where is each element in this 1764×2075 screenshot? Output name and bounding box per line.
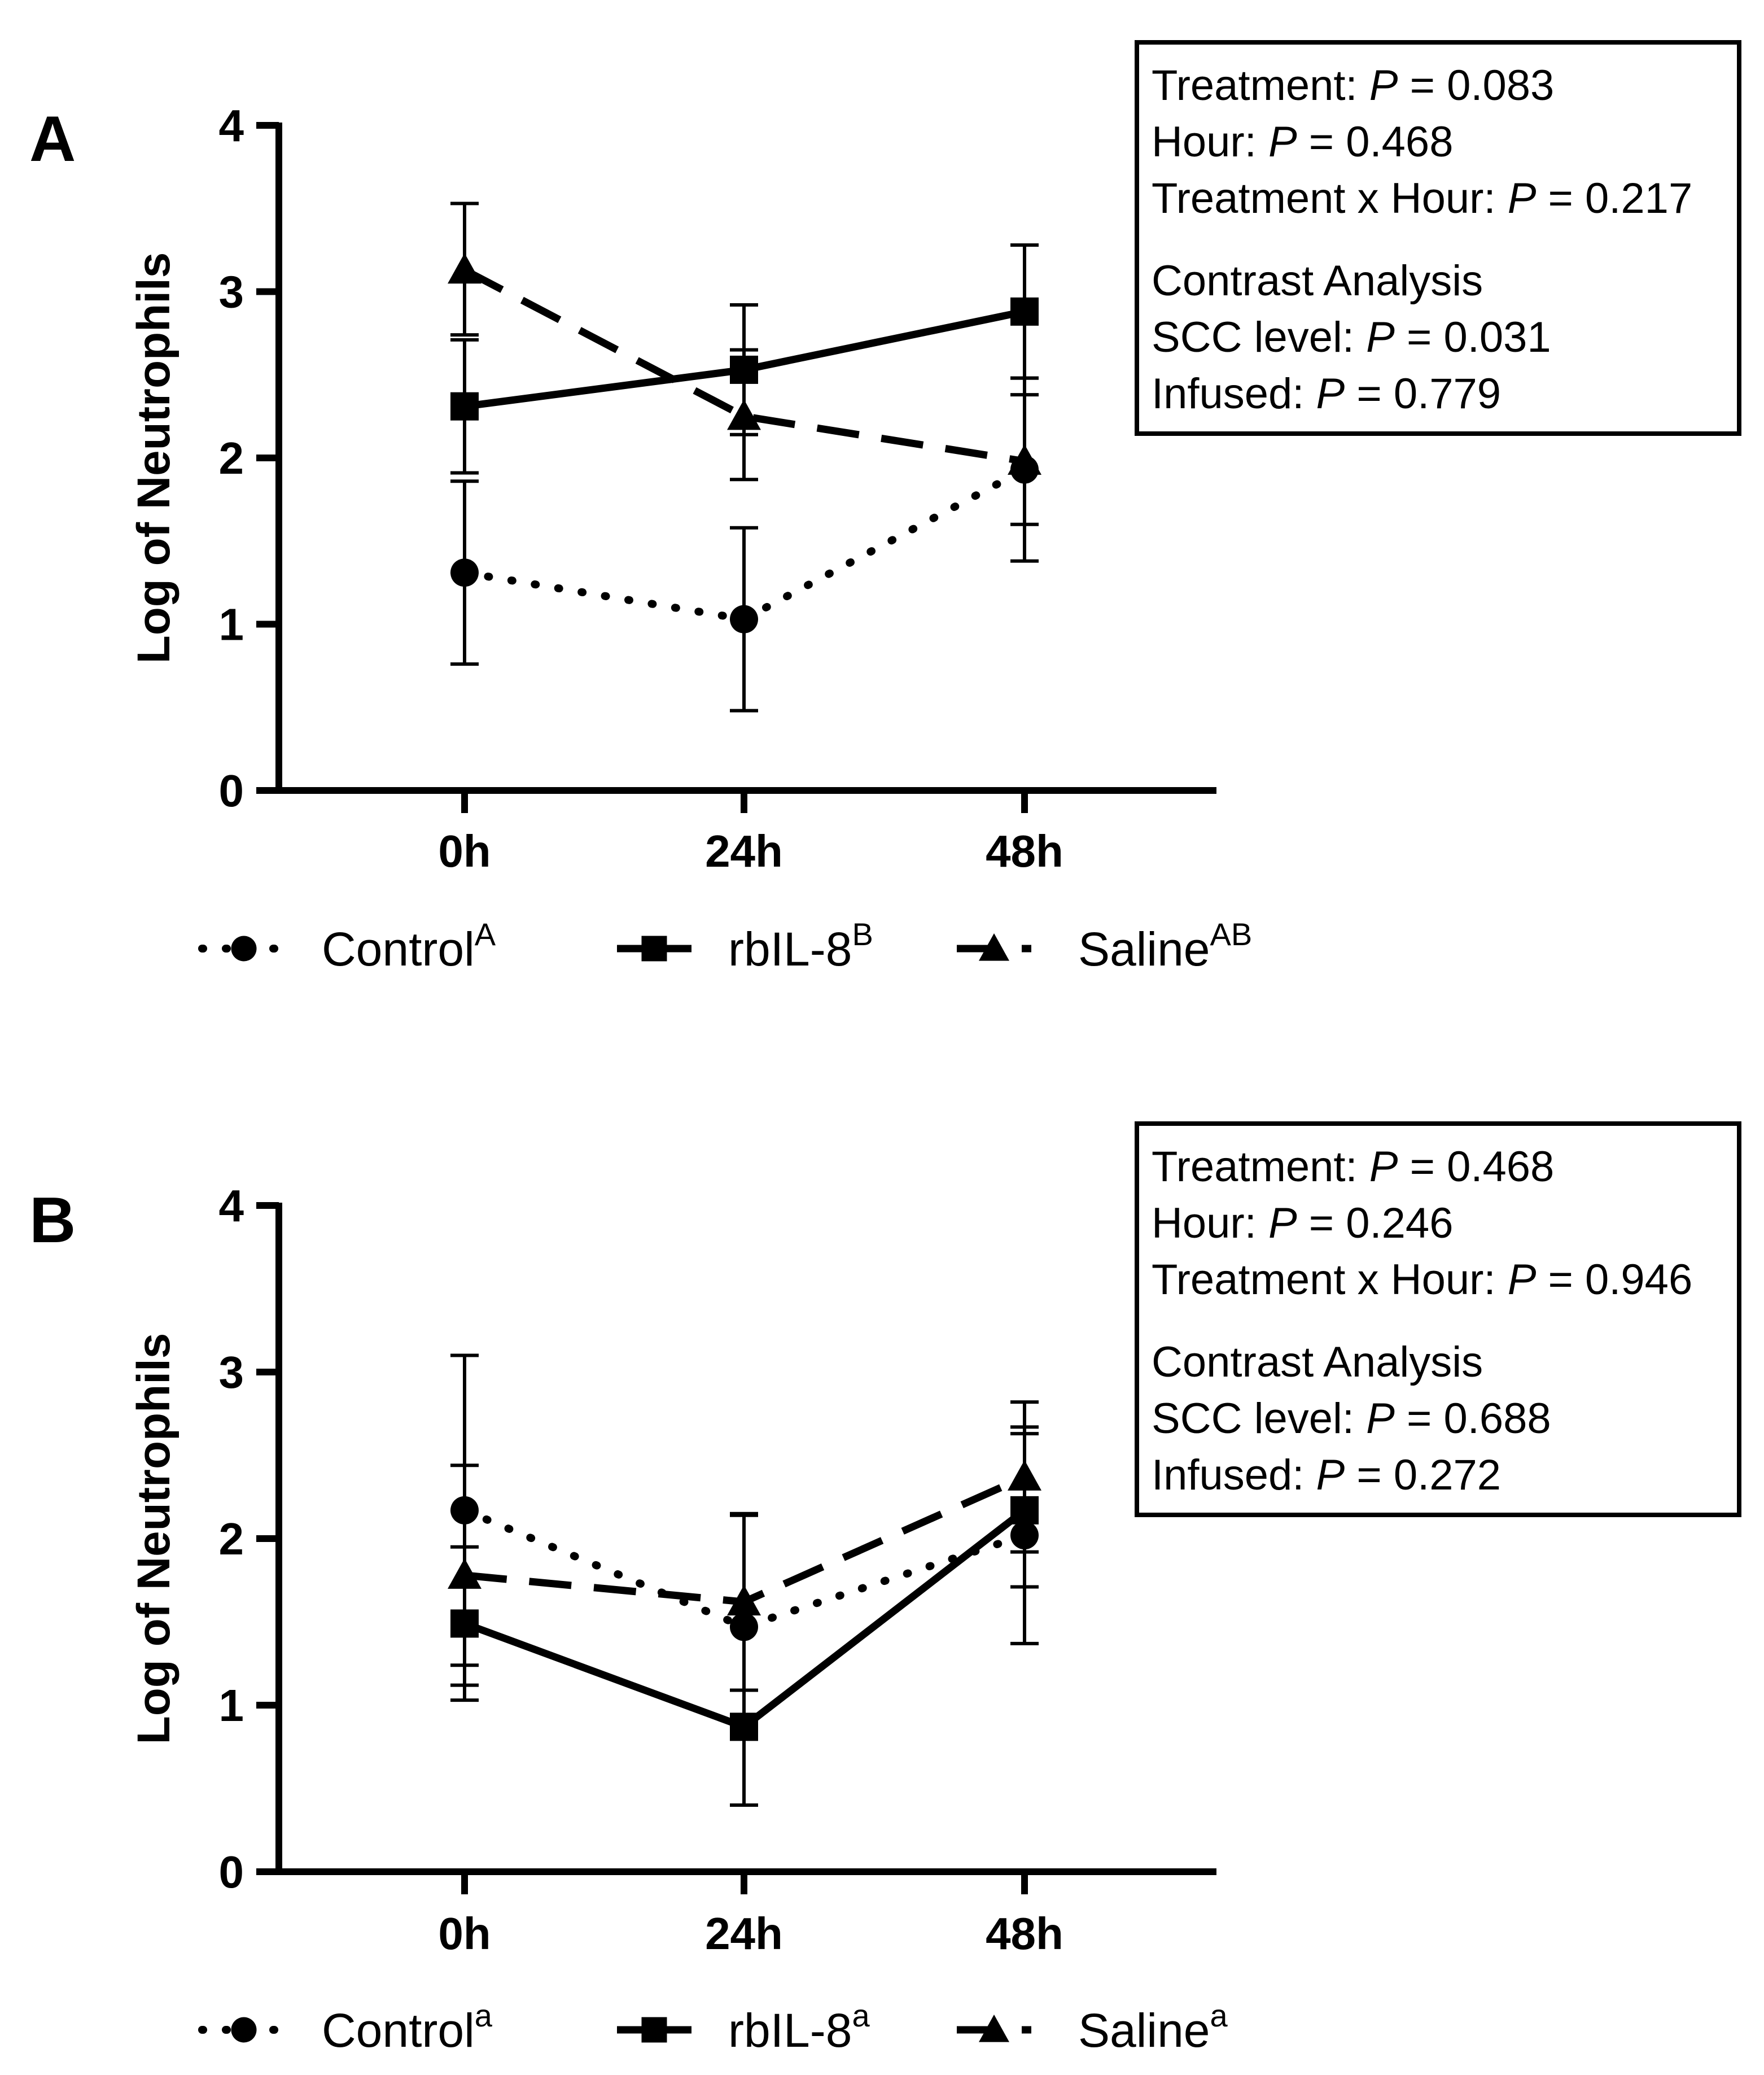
legend-rbil8-superscript: a <box>852 1998 870 2033</box>
panel-a-saline-line <box>462 267 1026 465</box>
panel-b-rbil8-point <box>1010 1496 1039 1524</box>
panel-a-x-tick-label: 0h <box>438 826 491 876</box>
panel-b: B 0 1 2 3 4 0h 24h 48h Log of Neutrophils Controla… <box>29 1121 1741 2057</box>
panel-b-stats-line: Contrast Analysis <box>1152 1338 1483 1386</box>
panel-b-legend: Controla rbIL-8a Salinea <box>198 1998 1228 2057</box>
legend-rbil8-label: rbIL-8B <box>728 916 873 976</box>
panel-b-stats-box: Treatment: P = 0.468 Hour: P = 0.246 Treat… <box>1135 1121 1741 1517</box>
panel-b-letter: B <box>29 1185 76 1256</box>
legend-item-saline: Salinea <box>957 1998 1228 2057</box>
panel-b-y-tick-label: 2 <box>219 1514 244 1564</box>
panel-b-y-tick-label: 1 <box>219 1680 244 1731</box>
panel-b-saline-point <box>727 1585 761 1616</box>
panel-a-legend: ControlA rbIL-8B SalineAB <box>198 916 1252 976</box>
legend-saline-superscript: AB <box>1210 916 1253 952</box>
legend-item-rbil8: rbIL-8a <box>617 1998 870 2057</box>
panel-b-y-tick-label: 4 <box>219 1181 244 1231</box>
panel-a-saline-point <box>448 253 482 284</box>
legend-control-label: Controla <box>322 1998 493 2057</box>
panel-b-saline-point <box>1008 1460 1041 1491</box>
panel-a-y-tick-label: 1 <box>219 600 244 650</box>
panel-b-y-tick-label: 3 <box>219 1347 244 1397</box>
panel-a-control-point <box>730 605 758 634</box>
panel-b-saline-point <box>448 1558 482 1589</box>
legend-control-label: ControlA <box>322 916 496 976</box>
panel-b-y-tick-label: 0 <box>219 1847 244 1897</box>
panel-b-x-tick-label: 0h <box>438 1908 491 1959</box>
panel-b-stats-line: SCC level: P = 0.688 <box>1152 1395 1551 1443</box>
legend-rbil8-marker <box>641 2017 667 2043</box>
panel-a-y-axis-title: Log of Neutrophils <box>128 252 180 664</box>
panel-a-x-tick-label: 24h <box>705 826 783 876</box>
legend-control-superscript: A <box>475 916 496 952</box>
legend-saline-marker <box>979 2015 1009 2042</box>
panel-b-rbil8-point <box>450 1609 479 1638</box>
panel-b-stats-line: Hour: P = 0.246 <box>1152 1199 1453 1247</box>
legend-rbil8-label: rbIL-8a <box>728 1998 870 2057</box>
legend-item-saline: SalineAB <box>957 916 1252 976</box>
panel-a-stats-line: Treatment x Hour: P = 0.217 <box>1152 174 1692 222</box>
panel-a-x-tick-label: 48h <box>986 826 1063 876</box>
panel-a-stats-line: SCC level: P = 0.031 <box>1152 313 1551 361</box>
panel-a-saline-point <box>727 399 761 430</box>
panel-a-stats-line: Treatment: P = 0.083 <box>1152 62 1554 110</box>
legend-control-superscript: a <box>475 1998 493 2033</box>
panel-b-control-point <box>730 1613 758 1641</box>
panel-b-rbil8-point <box>730 1713 758 1741</box>
panel-a-rbil8-point <box>450 392 479 421</box>
panel-a-saline-point <box>1008 444 1041 475</box>
legend-control-marker <box>231 936 257 962</box>
legend-rbil8-marker <box>641 936 667 962</box>
panel-a-stats-line: Hour: P = 0.468 <box>1152 118 1453 166</box>
legend-item-control: ControlA <box>198 916 496 976</box>
panel-a-control-point <box>450 558 479 587</box>
legend-saline-superscript: a <box>1210 1998 1228 2033</box>
panel-b-control-line <box>461 1506 1028 1631</box>
panel-b-x-tick-label: 48h <box>986 1908 1063 1959</box>
legend-control-marker <box>231 2017 257 2043</box>
legend-item-rbil8: rbIL-8B <box>617 916 873 976</box>
panel-a-y-tick-label: 0 <box>219 766 244 816</box>
panel-a: A 0 1 2 3 4 0h 24h 48h Log of Neutrophils ControlA… <box>29 40 1741 976</box>
panel-a-y-tick-label: 4 <box>219 101 244 151</box>
panel-b-control-point <box>450 1496 479 1524</box>
panel-a-rbil8-point <box>1010 297 1039 326</box>
panel-b-y-axis-title: Log of Neutrophils <box>128 1333 180 1745</box>
legend-rbil8-superscript: B <box>852 916 873 952</box>
panel-b-stats-line: Infused: P = 0.272 <box>1152 1451 1501 1499</box>
legend-saline-label: SalineAB <box>1078 916 1252 976</box>
panel-a-y-tick-label: 2 <box>219 433 244 483</box>
legend-item-control: Controla <box>198 1998 493 2057</box>
panel-b-stats-line: Treatment: P = 0.468 <box>1152 1143 1554 1191</box>
panel-a-stats-line: Infused: P = 0.779 <box>1152 370 1501 418</box>
panel-a-stats-box: Treatment: P = 0.083 Hour: P = 0.468 Treat… <box>1135 40 1741 436</box>
panel-b-x-tick-label: 24h <box>705 1908 783 1959</box>
legend-saline-marker <box>979 933 1009 961</box>
panel-b-rbil8-error-bar <box>730 1688 758 1807</box>
panel-a-y-tick-label: 3 <box>219 267 244 317</box>
panel-a-stats-frame <box>1135 40 1741 436</box>
panel-a-rbil8-point <box>730 355 758 384</box>
panel-a-stats-line: Contrast Analysis <box>1152 257 1483 305</box>
legend-saline-label: Salinea <box>1078 1998 1228 2057</box>
panel-b-control-point <box>1010 1521 1039 1550</box>
panel-b-stats-line: Treatment x Hour: P = 0.946 <box>1152 1256 1692 1304</box>
panel-b-stats-frame <box>1135 1121 1741 1517</box>
panel-a-letter: A <box>29 103 76 175</box>
